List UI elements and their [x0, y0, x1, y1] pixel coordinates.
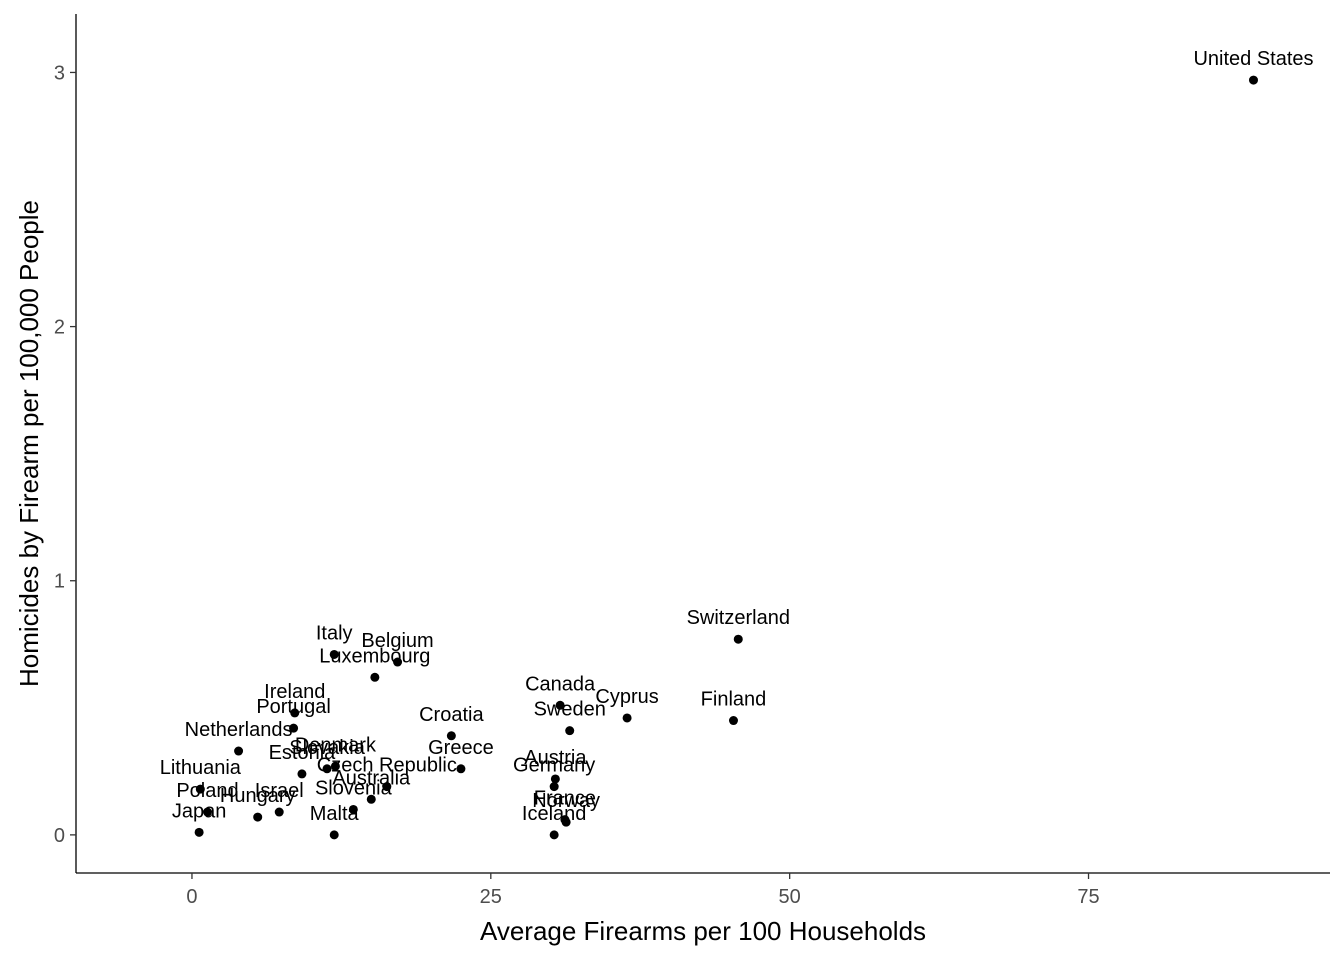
point-label: Greece: [428, 737, 494, 759]
y-axis-ticks: 0 1 2 3: [54, 62, 76, 847]
data-point: [561, 817, 571, 827]
data-point: [289, 723, 299, 733]
point-label: Czech Republic: [317, 755, 457, 777]
data-point: [382, 782, 392, 792]
data-point: [194, 827, 204, 837]
axes-layer: 0 25 50 75 0 1 2 3: [54, 14, 1330, 908]
point-label: Portugal: [256, 696, 331, 718]
data-point: [366, 794, 376, 804]
y-tick-label: 2: [54, 317, 65, 339]
data-point: [456, 764, 466, 774]
data-point: [622, 713, 632, 723]
data-point: [733, 634, 743, 644]
point-label: Israel: [255, 780, 304, 802]
data-point: [370, 672, 380, 682]
data-point: [555, 700, 565, 710]
data-point: [565, 726, 575, 736]
data-point: [329, 649, 339, 659]
data-point: [348, 804, 358, 814]
point-label: Poland: [176, 780, 238, 802]
data-point: [195, 784, 205, 794]
point-label: Slovakia: [289, 737, 365, 759]
labels-layer: United States Switzerland Finland CyprusCan…: [160, 48, 1314, 825]
data-point: [330, 761, 340, 771]
data-point: [290, 708, 300, 718]
points-layer: [194, 75, 1258, 840]
point-label: Sweden: [534, 699, 606, 721]
data-point: [1248, 75, 1258, 85]
y-tick-label: 1: [54, 571, 65, 593]
point-label: Norway: [532, 790, 600, 812]
data-point: [393, 657, 403, 667]
point-label: Luxembourg: [319, 645, 430, 667]
data-point: [202, 807, 212, 817]
point-label: Hungary: [220, 785, 296, 807]
point-label: Canada: [525, 673, 596, 695]
point-label: Cyprus: [595, 686, 658, 708]
point-label: Belgium: [361, 630, 433, 652]
point-label: Australia: [332, 767, 411, 789]
point-label: Austria: [524, 747, 587, 769]
y-axis-title: Homicides by Firearm per 100,000 People: [14, 200, 44, 687]
point-label: Slovenia: [315, 777, 393, 799]
x-tick-label: 0: [186, 886, 197, 908]
data-point: [329, 830, 339, 840]
data-point: [253, 812, 263, 822]
data-point: [728, 716, 738, 726]
point-label: Denmark: [295, 734, 377, 756]
x-axis-ticks: 0 25 50 75: [186, 873, 1100, 908]
point-label: Lithuania: [160, 757, 242, 779]
point-label: Switzerland: [687, 607, 790, 629]
point-label: Iceland: [522, 803, 587, 825]
data-point: [297, 769, 307, 779]
data-point: [549, 782, 559, 792]
data-point: [322, 764, 332, 774]
point-label: France: [534, 788, 596, 810]
data-point: [274, 807, 284, 817]
point-label: Germany: [513, 755, 595, 777]
x-axis-title: Average Firearms per 100 Households: [480, 916, 926, 946]
data-point: [234, 746, 244, 756]
point-label: Japan: [172, 800, 227, 822]
point-label: Croatia: [419, 704, 484, 726]
point-label: Estonia: [269, 742, 337, 764]
point-label: Netherlands: [185, 719, 293, 741]
y-tick-label: 3: [54, 62, 65, 84]
point-label: United States: [1193, 48, 1313, 70]
y-tick-label: 0: [54, 825, 65, 847]
data-point: [446, 731, 456, 741]
x-tick-label: 50: [779, 886, 801, 908]
data-point: [550, 774, 560, 784]
point-label: Malta: [310, 803, 360, 825]
data-point: [549, 830, 559, 840]
point-label: Italy: [316, 622, 353, 644]
x-tick-label: 75: [1077, 886, 1099, 908]
point-label: Ireland: [264, 681, 325, 703]
x-tick-label: 25: [480, 886, 502, 908]
point-label: Finland: [701, 689, 767, 711]
